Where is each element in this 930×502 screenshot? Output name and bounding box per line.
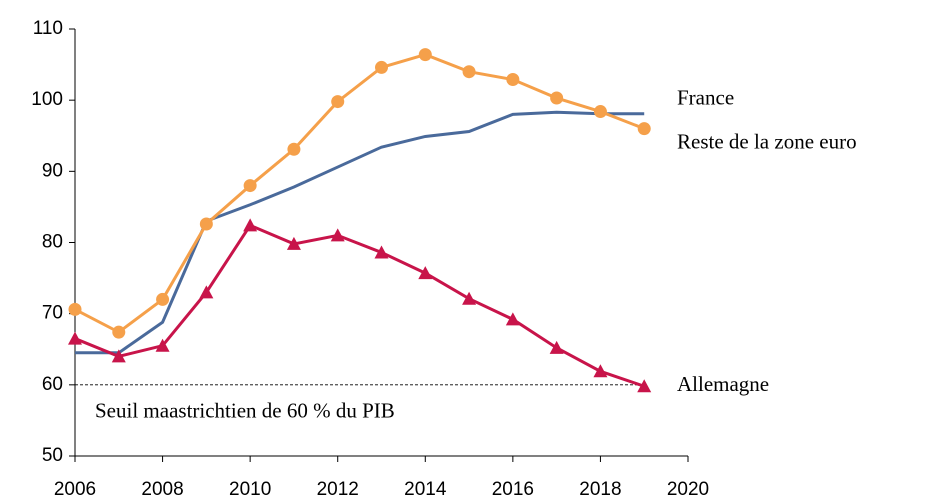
x-tick-label: 2018	[579, 479, 621, 500]
marker	[287, 142, 301, 156]
marker	[550, 91, 564, 105]
marker	[111, 349, 126, 363]
y-tick-label: 50	[42, 445, 63, 466]
marker	[243, 218, 258, 232]
y-tick-label: 80	[42, 232, 63, 253]
marker	[68, 302, 82, 316]
marker	[156, 292, 170, 306]
marker	[637, 379, 652, 393]
marker	[286, 236, 301, 250]
x-tick-label: 2016	[492, 479, 534, 500]
marker	[243, 179, 257, 193]
marker	[593, 364, 608, 378]
marker	[418, 266, 433, 280]
marker	[330, 228, 345, 242]
series-label: France	[677, 86, 734, 110]
y-tick-label: 90	[42, 160, 63, 181]
x-tick-label: 2012	[317, 479, 359, 500]
x-tick-label: 2006	[54, 479, 96, 500]
series-label: Allemagne	[677, 372, 769, 396]
x-tick-label: 2008	[141, 479, 183, 500]
series-line	[74, 53, 645, 334]
series-line	[75, 110, 645, 355]
series-label: Reste de la zone euro	[677, 129, 857, 153]
x-tick-label: 2014	[404, 479, 447, 500]
marker	[68, 331, 82, 345]
marker	[549, 340, 564, 354]
y-tick-label: 110	[33, 18, 63, 39]
marker	[593, 105, 607, 119]
x-tick-label: 2010	[229, 479, 271, 500]
marker	[112, 325, 126, 339]
marker	[505, 312, 520, 326]
x-tick-label: 2020	[667, 479, 709, 500]
marker	[637, 122, 651, 136]
marker	[199, 285, 214, 299]
marker	[331, 95, 345, 109]
marker	[418, 48, 432, 62]
marker	[199, 217, 213, 231]
marker	[374, 245, 389, 259]
marker	[506, 73, 520, 87]
y-tick-label: 60	[42, 374, 63, 395]
marker	[155, 338, 170, 352]
marker	[375, 60, 388, 74]
series-line	[74, 223, 645, 388]
y-tick-label: 100	[31, 89, 63, 110]
marker	[462, 65, 476, 79]
threshold-label: Seuil maastrichtien de 60 % du PIB	[95, 399, 395, 423]
y-tick-label: 70	[42, 303, 63, 324]
marker	[462, 291, 477, 305]
